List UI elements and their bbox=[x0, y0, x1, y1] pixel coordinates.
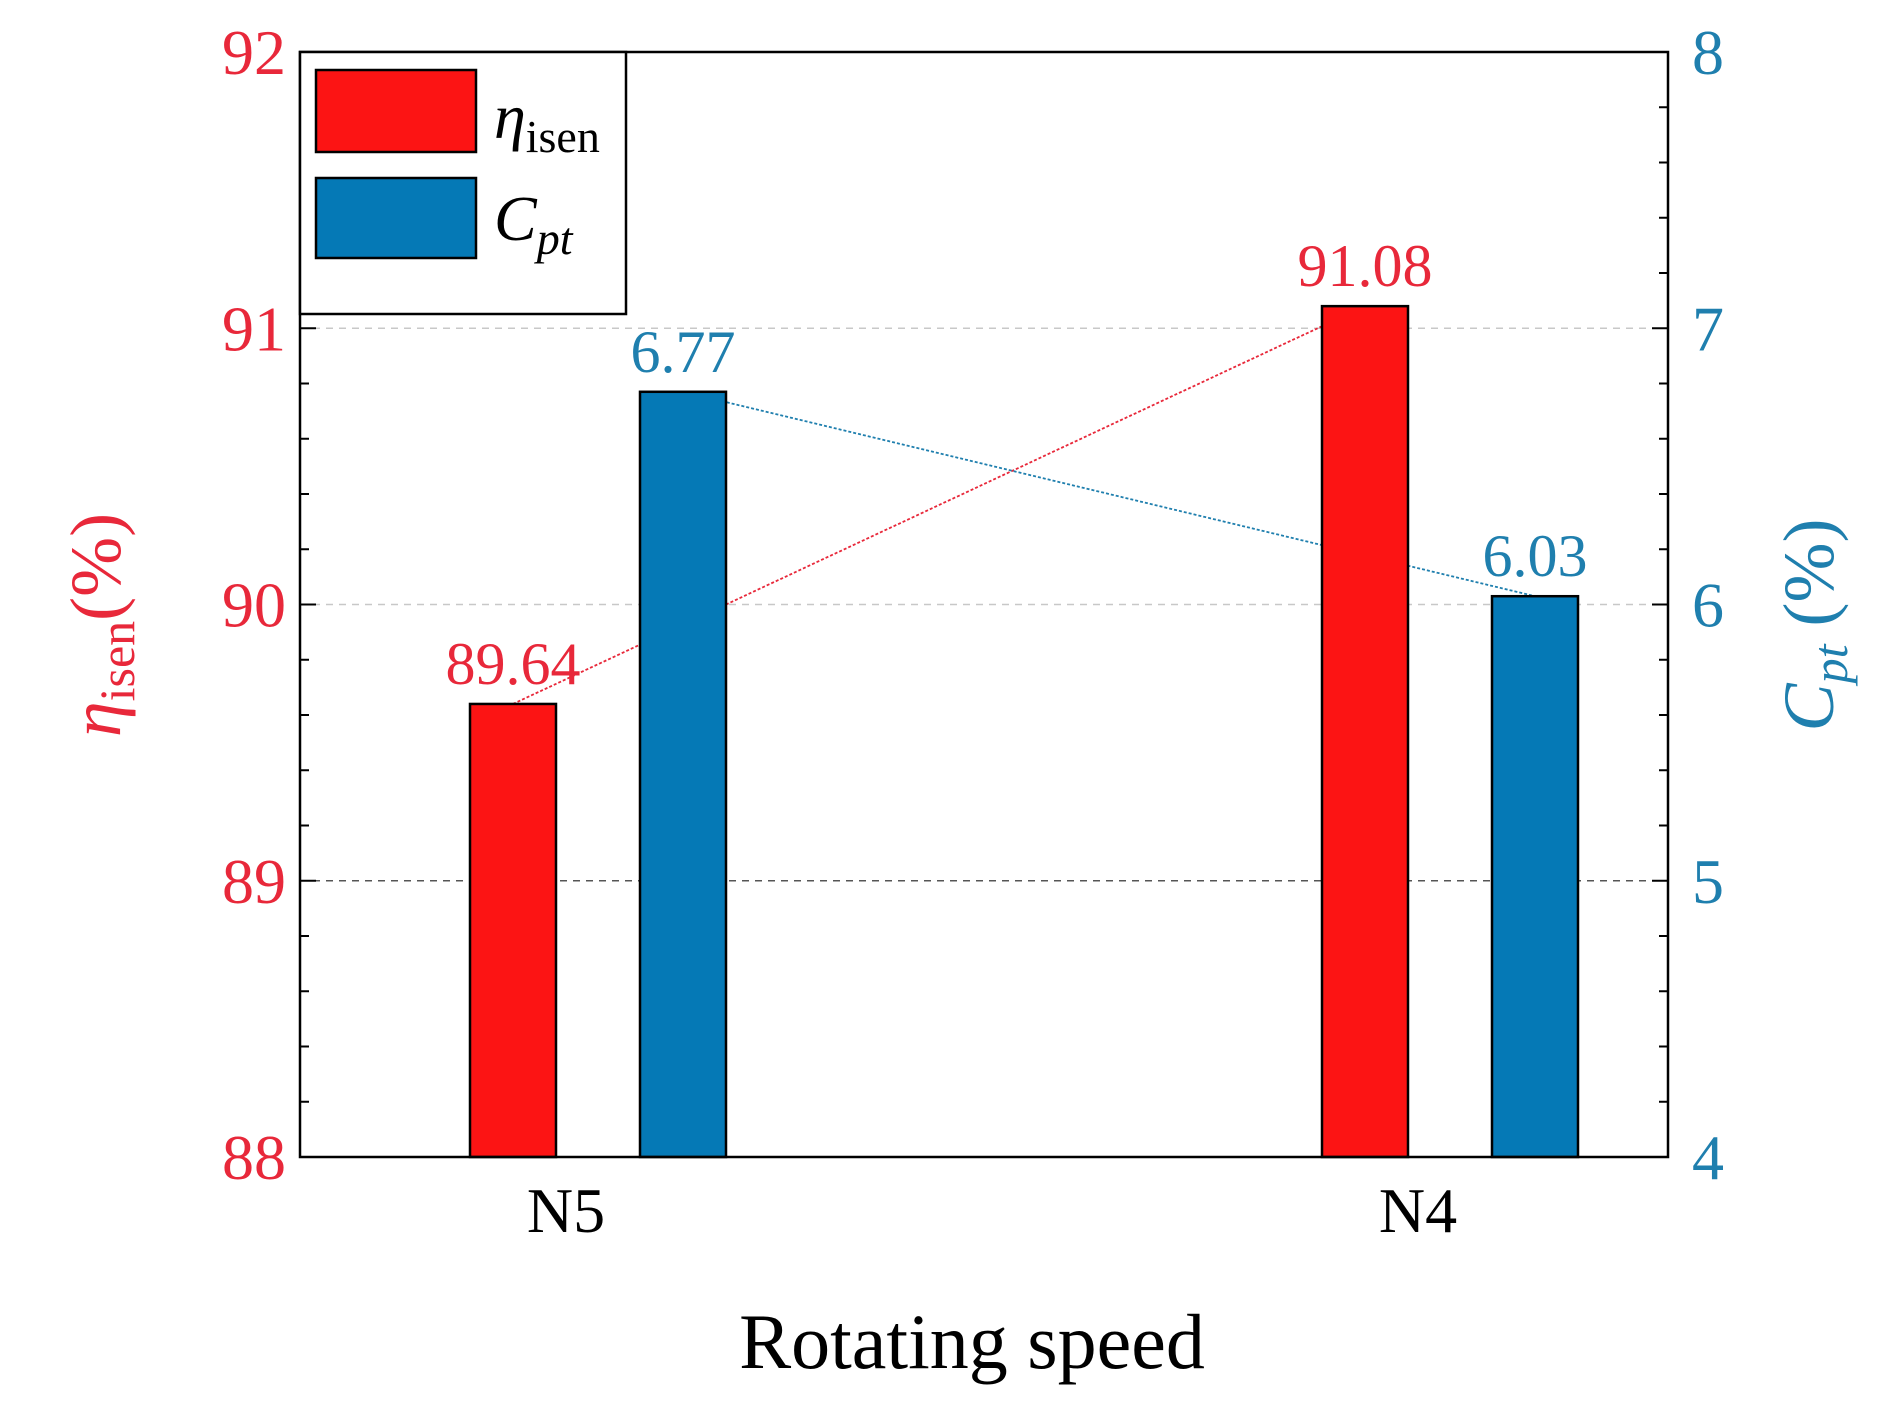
left-y-axis-label: ηisen(%) bbox=[56, 513, 145, 737]
data-labels: 89.64 91.08 6.77 6.03 bbox=[446, 233, 1588, 697]
tick-label-left-92: 92 bbox=[222, 17, 286, 88]
legend-label-eta-isen: ηisen bbox=[494, 81, 600, 162]
right-y-axis-label: Cpt (%) bbox=[1769, 519, 1858, 732]
bar-isen-N4 bbox=[1320, 304, 1410, 1159]
right-y-axis-subscript: pt bbox=[1802, 643, 1858, 686]
tick-label-left-90: 90 bbox=[222, 570, 286, 641]
right-y-axis-unit: (%) bbox=[1769, 519, 1849, 645]
x-axis-label: Rotating speed bbox=[739, 1298, 1205, 1385]
legend-subscript-isen: isen bbox=[526, 111, 600, 162]
tick-label-right-6: 6 bbox=[1692, 570, 1724, 641]
data-label-pt-N5: 6.77 bbox=[631, 319, 736, 385]
legend-label-c-pt: Cpt bbox=[494, 183, 574, 264]
legend-swatch-c-pt bbox=[314, 176, 478, 260]
tick-label-left-89: 89 bbox=[222, 846, 286, 917]
left-y-axis-symbol: η bbox=[56, 701, 136, 737]
legend-symbol-c: C bbox=[494, 183, 538, 254]
legend-subscript-pt: pt bbox=[534, 213, 574, 264]
tick-label-right-5: 5 bbox=[1692, 846, 1724, 917]
right-y-axis-symbol: C bbox=[1769, 682, 1849, 731]
axis-ticks: 88 89 90 91 92 4 5 6 7 8 N5 N4 bbox=[222, 17, 1724, 1246]
bar-isen-N5 bbox=[468, 702, 558, 1159]
bar-pt-N5 bbox=[638, 390, 728, 1159]
tick-label-right-7: 7 bbox=[1692, 293, 1724, 364]
left-y-axis-subscript: isen bbox=[89, 621, 145, 702]
bars bbox=[468, 304, 1580, 1159]
category-label-N4: N4 bbox=[1379, 1175, 1457, 1246]
legend: ηisen Cpt bbox=[298, 50, 628, 316]
data-label-isen-N4: 91.08 bbox=[1298, 233, 1433, 299]
tick-label-right-8: 8 bbox=[1692, 17, 1724, 88]
data-label-isen-N5: 89.64 bbox=[446, 631, 581, 697]
tick-label-left-88: 88 bbox=[222, 1122, 286, 1193]
bar-pt-N4 bbox=[1490, 594, 1580, 1159]
legend-swatch-eta-isen bbox=[314, 68, 478, 154]
data-label-pt-N4: 6.03 bbox=[1483, 523, 1588, 589]
category-label-N5: N5 bbox=[527, 1175, 605, 1246]
tick-label-left-91: 91 bbox=[222, 293, 286, 364]
left-y-axis-unit: (%) bbox=[56, 513, 136, 621]
legend-symbol-eta: η bbox=[494, 81, 526, 152]
tick-label-right-4: 4 bbox=[1692, 1122, 1724, 1193]
